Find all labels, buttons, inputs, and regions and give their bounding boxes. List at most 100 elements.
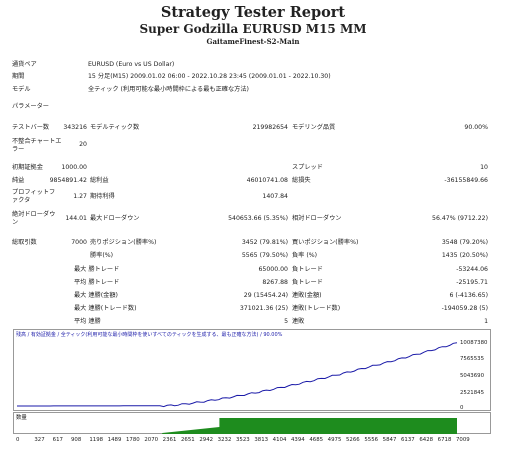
max-win-value: 65000.00: [258, 266, 288, 273]
bars-label: テストバー数: [12, 124, 50, 131]
pf-label: プロフィットファクタ: [12, 189, 56, 204]
avg-cons-win-label: 平均 連勝: [74, 318, 101, 325]
y-tick-3: 2521845: [460, 390, 485, 396]
net-value: 9854891.42: [49, 177, 87, 184]
cons-loss-value: -194059.28 (5): [441, 305, 488, 312]
balance-chart: 残高 / 有効証拠金 / 全ティック(利用可能な最小時間枠を使いすべてのティック…: [13, 329, 491, 411]
x-tick-6: 1780: [126, 437, 140, 443]
x-tick-8: 2361: [162, 437, 177, 443]
period-label: 期間: [12, 73, 25, 80]
x-tick-3: 908: [71, 437, 82, 443]
short-value: 3452 (79.81%): [241, 239, 288, 246]
lose-label: 負率 (%): [292, 252, 318, 259]
quality-label: モデリング品質: [292, 124, 336, 131]
pf-value: 1.27: [73, 193, 87, 200]
x-tick-18: 5266: [346, 437, 360, 443]
symbol-value: EURUSD (Euro vs US Dollar): [88, 61, 175, 68]
x-tick-15: 4394: [291, 437, 305, 443]
cons-lose-value: 6 (-4136.65): [449, 292, 488, 299]
x-tick-4: 1198: [89, 437, 104, 443]
abs-dd-label: 絶対ドローダウン: [12, 211, 56, 226]
x-tick-17: 4975: [327, 437, 342, 443]
max-dd-label: 最大ドローダウン: [90, 215, 140, 222]
gross-profit-value: 46010741.08: [246, 177, 288, 184]
long-label: 買いポジション(勝率%): [292, 239, 359, 246]
volume-chart: 数量: [13, 412, 491, 434]
balance-line-svg: [17, 342, 458, 408]
volume-label: 数量: [16, 415, 27, 421]
spread-value: 10: [480, 164, 488, 171]
x-tick-22: 6428: [419, 437, 434, 443]
expected-value: 1407.84: [262, 193, 288, 200]
long-value: 3548 (79.20%): [441, 239, 488, 246]
abs-dd-value: 144.01: [65, 215, 87, 222]
win-value: 5565 (79.50%): [241, 252, 288, 259]
max-lose-value: -53244.06: [456, 266, 488, 273]
expected-label: 期待利得: [90, 193, 115, 200]
x-tick-12: 3523: [236, 437, 250, 443]
y-tick-2: 5043690: [460, 373, 485, 379]
cons-loss-label: 連敗(トレード数): [292, 305, 341, 312]
period-value: 15 分足(M15) 2009.01.02 06:00 - 2022.10.28…: [88, 73, 331, 80]
x-tick-11: 3232: [217, 437, 232, 443]
params-label: パラメーター: [12, 103, 49, 110]
max-win-label: 最大 勝トレード: [74, 266, 120, 273]
ticks-value: 219982654: [252, 124, 288, 131]
x-tick-24: 7009: [456, 437, 470, 443]
max-lose-label: 負トレード: [292, 266, 323, 273]
cons-profit-value: 371021.36 (25): [239, 305, 288, 312]
rel-dd-value: 56.47% (9712.22): [432, 215, 488, 222]
total-label: 総取引数: [12, 239, 37, 246]
x-tick-5: 1489: [107, 437, 122, 443]
report-subtitle: Super Godzilla EURUSD M15 MM: [139, 22, 367, 36]
short-label: 売りポジション(勝率%): [90, 239, 157, 246]
model-value: 全ティック (利用可能な最小時間枠による最も正確な方法): [88, 86, 249, 93]
x-tick-13: 3813: [254, 437, 269, 443]
x-tick-21: 6137: [401, 437, 415, 443]
chart-legend: 残高 / 有効証拠金 / 全ティック(利用可能な最小時間枠を使いすべてのティック…: [16, 332, 283, 338]
deposit-label: 初期証拠金: [12, 164, 43, 171]
gross-profit-label: 総利益: [90, 177, 109, 184]
avg-lose-label: 負トレード: [292, 279, 323, 286]
x-tick-23: 6718: [437, 437, 452, 443]
avg-win-label: 平均 勝トレード: [74, 279, 120, 286]
ticks-label: モデルティック数: [90, 124, 140, 131]
x-tick-7: 2070: [144, 437, 159, 443]
x-tick-19: 5556: [364, 437, 379, 443]
volume-area: [162, 418, 457, 434]
avg-lose-value: -25195.71: [456, 279, 488, 286]
gross-loss-value: -36155849.66: [444, 177, 488, 184]
net-label: 純益: [12, 177, 25, 184]
mismatch-value: 20: [79, 141, 87, 148]
x-tick-16: 4685: [309, 437, 324, 443]
avg-cons-lose-label: 連敗: [292, 318, 305, 325]
x-tick-20: 5847: [382, 437, 397, 443]
cons-profit-label: 最大 連勝(トレード数): [74, 305, 137, 312]
x-tick-2: 617: [52, 437, 63, 443]
avg-win-value: 8267.88: [262, 279, 288, 286]
lose-value: 1435 (20.50%): [441, 252, 488, 259]
gross-loss-label: 総損失: [292, 177, 311, 184]
x-axis: 0 327 617 908 1198 1489 1780 2070 2361 2651 2942 32…: [13, 435, 491, 445]
y-tick-4: 0: [460, 405, 464, 411]
x-tick-14: 4104: [272, 437, 287, 443]
deposit-value: 1000.00: [61, 164, 87, 171]
x-tick-1: 327: [34, 437, 45, 443]
rel-dd-label: 相対ドローダウン: [292, 215, 342, 222]
avg-cons-lose-value: 1: [484, 318, 488, 325]
cons-win-label: 最大 連勝(金額): [74, 292, 118, 299]
cons-win-value: 29 (15454.24): [243, 292, 288, 299]
win-label: 勝率(%): [90, 252, 114, 259]
x-tick-9: 2651: [181, 437, 195, 443]
mismatch-label: 不整合チャートエラー: [12, 138, 62, 153]
quality-value: 90.00%: [464, 124, 488, 131]
volume-svg: [162, 418, 457, 434]
balance-line: [17, 342, 458, 408]
cons-lose-label: 連敗(金額): [292, 292, 322, 299]
avg-cons-win-value: 5: [284, 318, 288, 325]
bars-value: 343216: [63, 124, 87, 131]
max-dd-value: 540653.66 (5.35%): [228, 215, 288, 222]
server-name: GaitameFinest-S2-Main: [206, 37, 300, 46]
report-title: Strategy Tester Report: [160, 4, 346, 21]
x-tick-10: 2942: [199, 437, 214, 443]
